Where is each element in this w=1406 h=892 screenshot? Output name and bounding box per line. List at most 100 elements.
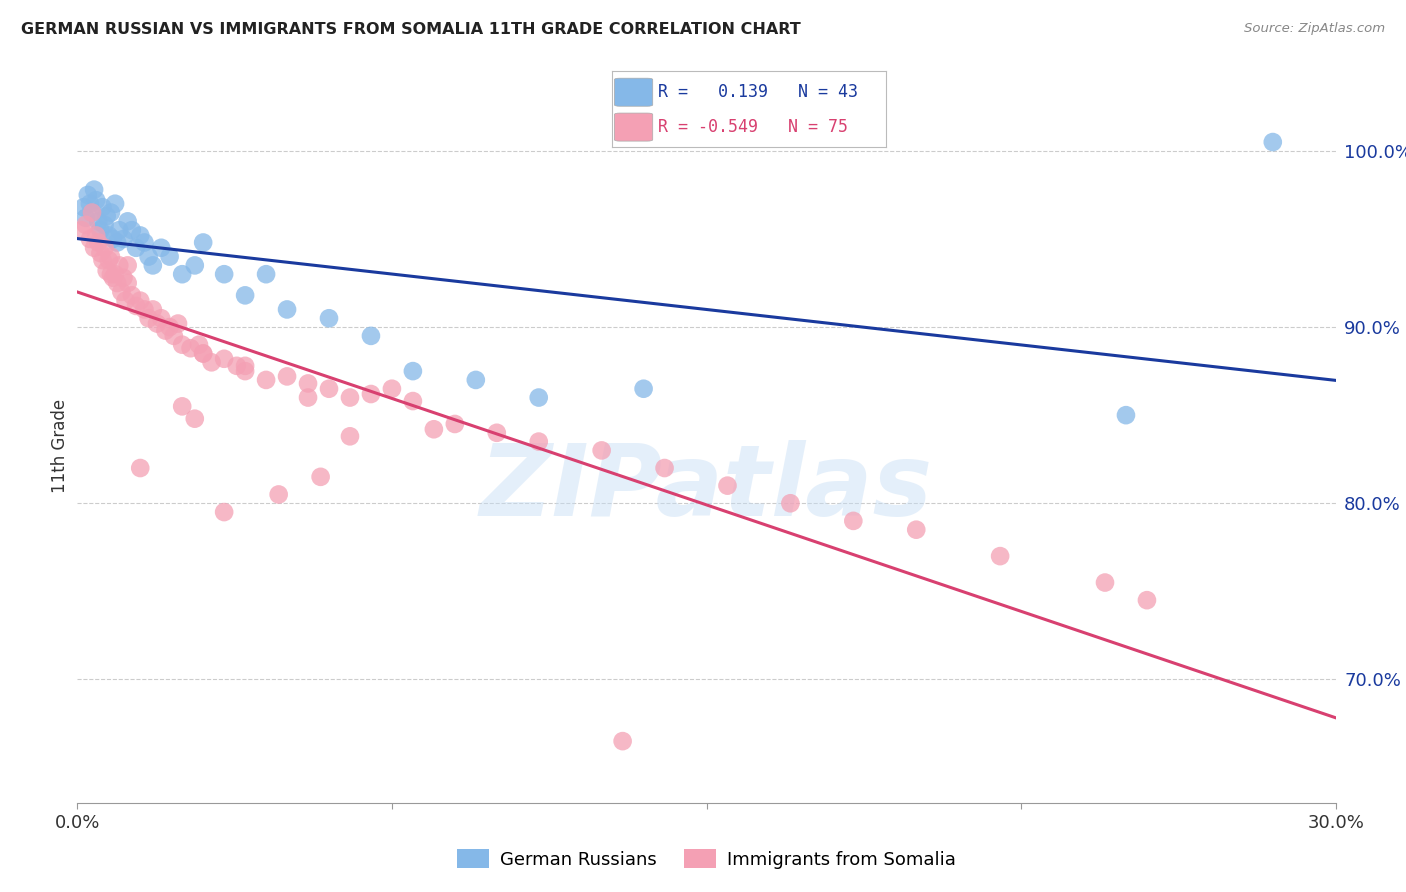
Point	[633, 382, 655, 396]
Point	[1094, 575, 1116, 590]
Point	[254, 267, 277, 281]
Point	[402, 394, 425, 409]
Point	[146, 317, 169, 331]
Point	[172, 267, 194, 281]
Point	[80, 205, 103, 219]
Point	[83, 183, 105, 197]
Point	[79, 196, 101, 211]
Point	[485, 425, 508, 440]
Point	[200, 355, 222, 369]
Point	[97, 253, 120, 268]
Point	[188, 337, 211, 351]
Point	[110, 285, 132, 299]
Point	[96, 209, 118, 223]
Point	[716, 478, 738, 492]
Text: GERMAN RUSSIAN VS IMMIGRANTS FROM SOMALIA 11TH GRADE CORRELATION CHART: GERMAN RUSSIAN VS IMMIGRANTS FROM SOMALI…	[21, 22, 801, 37]
Point	[112, 270, 135, 285]
Point	[93, 241, 115, 255]
Point	[254, 373, 277, 387]
Point	[105, 235, 128, 250]
Point	[134, 235, 156, 250]
Point	[70, 223, 93, 237]
Point	[267, 487, 290, 501]
Point	[142, 302, 165, 317]
Point	[167, 317, 190, 331]
Text: R =   0.139   N = 43: R = 0.139 N = 43	[658, 83, 858, 101]
Point	[150, 311, 173, 326]
Point	[117, 259, 139, 273]
Point	[101, 270, 124, 285]
Point	[150, 241, 173, 255]
Point	[129, 228, 152, 243]
FancyBboxPatch shape	[614, 78, 652, 106]
Point	[159, 250, 181, 264]
Point	[104, 267, 127, 281]
Point	[80, 205, 103, 219]
Point	[1136, 593, 1159, 607]
Y-axis label: 11th Grade: 11th Grade	[51, 399, 69, 493]
Point	[93, 218, 115, 232]
Point	[360, 387, 382, 401]
Point	[76, 188, 98, 202]
Point	[233, 359, 256, 373]
Point	[339, 429, 361, 443]
Point	[125, 299, 148, 313]
Point	[72, 200, 94, 214]
Point	[309, 470, 332, 484]
Text: Source: ZipAtlas.com: Source: ZipAtlas.com	[1244, 22, 1385, 36]
Point	[105, 276, 128, 290]
Point	[654, 461, 676, 475]
Point	[101, 232, 124, 246]
Point	[138, 311, 160, 326]
Point	[142, 259, 165, 273]
Point	[138, 250, 160, 264]
Point	[75, 211, 97, 225]
Point	[191, 346, 215, 360]
Point	[121, 288, 143, 302]
Text: ZIPatlas: ZIPatlas	[479, 441, 934, 537]
FancyBboxPatch shape	[614, 113, 652, 141]
Point	[91, 253, 114, 268]
Point	[360, 329, 382, 343]
Point	[464, 373, 486, 387]
Point	[423, 422, 446, 436]
Point	[905, 523, 928, 537]
Point	[233, 288, 256, 302]
Point	[129, 461, 152, 475]
Point	[87, 235, 110, 250]
Point	[129, 293, 152, 308]
Legend: German Russians, Immigrants from Somalia: German Russians, Immigrants from Somalia	[450, 841, 963, 876]
Point	[381, 382, 404, 396]
Point	[79, 232, 101, 246]
Point	[100, 205, 122, 219]
Point	[117, 214, 139, 228]
Point	[100, 250, 122, 264]
Point	[104, 196, 127, 211]
Point	[155, 324, 177, 338]
Point	[172, 337, 194, 351]
Point	[108, 259, 131, 273]
Point	[91, 200, 114, 214]
Point	[212, 351, 235, 366]
Point	[212, 267, 235, 281]
Point	[172, 400, 194, 414]
Point	[1115, 408, 1137, 422]
Point	[125, 241, 148, 255]
Point	[527, 434, 550, 449]
Point	[297, 391, 319, 405]
Point	[108, 223, 131, 237]
Point	[612, 734, 634, 748]
Point	[297, 376, 319, 391]
Point	[191, 346, 215, 360]
Point	[75, 218, 97, 232]
Point	[114, 293, 136, 308]
Text: R = -0.549   N = 75: R = -0.549 N = 75	[658, 118, 848, 136]
Point	[84, 228, 107, 243]
Point	[134, 302, 156, 317]
Point	[225, 359, 247, 373]
Point	[184, 411, 207, 425]
Point	[159, 320, 181, 334]
Point	[96, 263, 118, 277]
Point	[112, 232, 135, 246]
Point	[779, 496, 801, 510]
